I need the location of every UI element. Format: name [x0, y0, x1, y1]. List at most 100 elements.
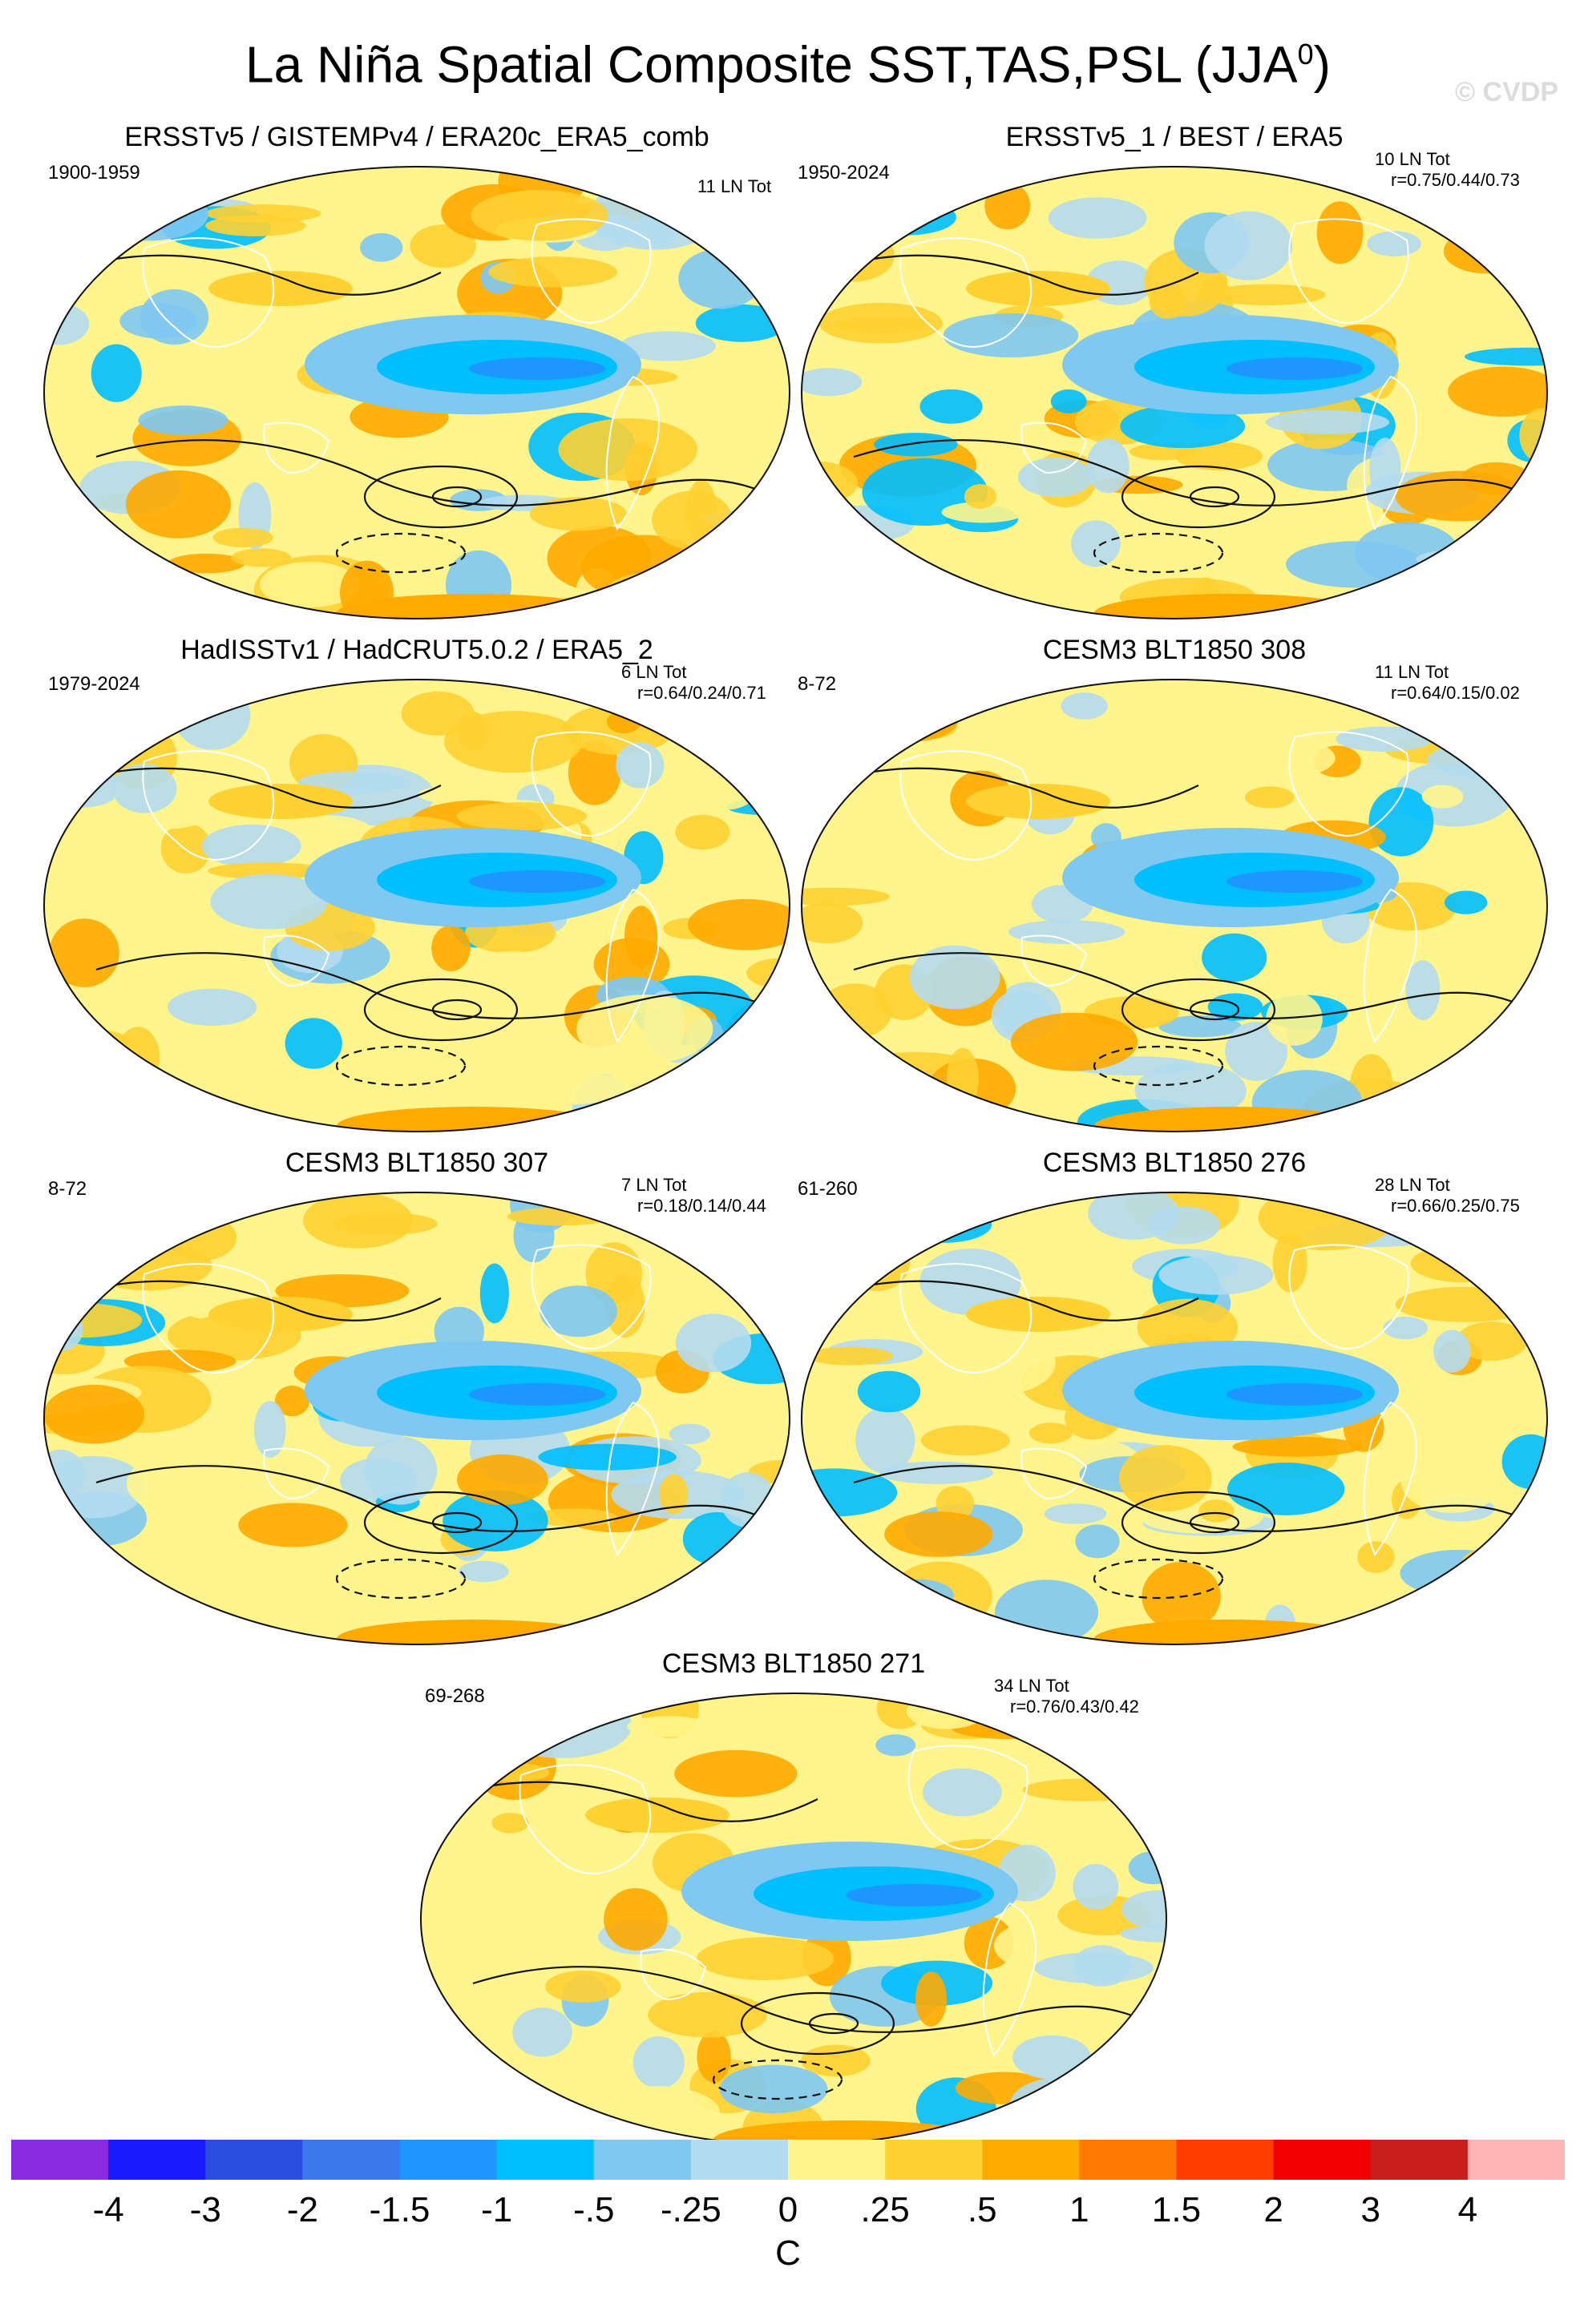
- slp-contour: [1121, 1491, 1276, 1555]
- anomaly-patch: [895, 1206, 992, 1243]
- cvdp-watermark: © CVDP: [1455, 77, 1558, 107]
- anomaly-patch: [1462, 1548, 1516, 1575]
- anomaly-patch: [44, 1385, 145, 1444]
- coastline-australia: [1020, 934, 1088, 987]
- anomaly-patch: [44, 1067, 104, 1090]
- panel-period: 1979-2024: [48, 673, 140, 695]
- anomaly-patch: [471, 190, 608, 241]
- anomaly-patch: [1501, 1434, 1547, 1490]
- map-panel-hadisst-hadcrut: HadISSTv1 / HadCRUT5.0.2 / ERA5_2 1979-2…: [24, 633, 810, 1146]
- anomaly-patch: [1022, 1778, 1149, 1802]
- warm-patch-antarctic: [1094, 594, 1367, 619]
- anomaly-patch: [943, 313, 1079, 358]
- anomaly-patch: [802, 550, 852, 616]
- anomaly-patch: [675, 1313, 752, 1373]
- figure-title: La Niña Spatial Composite SST,TAS,PSL (J…: [0, 22, 1576, 96]
- colorbar-tick-label: -3: [189, 2190, 221, 2229]
- anomaly-patch: [44, 303, 90, 345]
- anomaly-patch: [680, 592, 744, 619]
- anomaly-patch: [1336, 726, 1433, 752]
- anomaly-patch: [568, 740, 621, 805]
- map-border: [801, 1192, 1548, 1645]
- colorbar-swatch: [1467, 2140, 1565, 2180]
- coastline-south-america: [982, 1902, 1037, 2058]
- anomaly-patch: [802, 902, 863, 944]
- anomaly-patch: [695, 304, 788, 342]
- anomaly-patch: [1226, 1463, 1345, 1515]
- anomaly-patch: [604, 1888, 668, 1951]
- anomaly-patch: [431, 925, 471, 972]
- coastline-south-america: [1363, 375, 1417, 531]
- panel-event-count: 11 LN Tot r=0.64/0.15/0.02: [1375, 662, 1520, 704]
- composite-map: [801, 679, 1548, 1132]
- anomaly-patch: [1175, 442, 1263, 471]
- event-count-text: 11 LN Tot: [697, 176, 772, 196]
- composite-map: [420, 1693, 1167, 2146]
- colorbar-tick-label: 0: [778, 2190, 798, 2229]
- anomaly-patch: [576, 995, 713, 1064]
- panel-title: CESM3 BLT1850 308: [1042, 635, 1307, 665]
- anomaly-patch: [44, 1307, 83, 1351]
- coastline-australia: [263, 1447, 330, 1500]
- anomaly-patch: [491, 1693, 632, 1758]
- anomaly-patch: [675, 814, 730, 850]
- anomaly-patch: [1017, 457, 1093, 498]
- anomaly-patch: [231, 548, 292, 567]
- anomaly-patch: [44, 684, 131, 719]
- slp-contour-negative: [1093, 1045, 1224, 1087]
- anomaly-patch: [1265, 410, 1389, 434]
- anomaly-patch: [1433, 1329, 1471, 1373]
- coastline-south-america: [605, 375, 660, 531]
- anomaly-patch: [855, 199, 956, 236]
- anomaly-patch: [1368, 680, 1482, 725]
- anomaly-patch: [238, 1503, 348, 1547]
- anomaly-patch: [1050, 389, 1087, 414]
- panel-period: 61-260: [798, 1178, 858, 1200]
- map-panel-cesm3-308: CESM3 BLT1850 308 8-72 11 LN Tot r=0.64/0…: [782, 633, 1567, 1146]
- anomaly-patch: [1208, 284, 1326, 306]
- panel-title: CESM3 BLT1850 307: [285, 1148, 549, 1178]
- anomaly-patch: [210, 874, 328, 930]
- coastline-asia: [899, 237, 1032, 348]
- anomaly-patch: [1251, 1070, 1363, 1132]
- composite-map: [43, 1192, 790, 1645]
- panel-period: 1950-2024: [798, 162, 890, 184]
- panel-title: CESM3 BLT1850 276: [1042, 1148, 1307, 1178]
- anomaly-patch: [119, 303, 197, 339]
- warm-patch: [208, 784, 353, 819]
- anomaly-patch: [167, 1214, 237, 1261]
- anomaly-patch: [168, 553, 245, 574]
- anomaly-patch: [1088, 1192, 1179, 1240]
- colorbar-swatch: [496, 2140, 595, 2180]
- anomaly-patch: [906, 1694, 986, 1729]
- anomaly-patch: [442, 1490, 548, 1551]
- panel-period: 8-72: [798, 673, 837, 695]
- coastline-asia: [142, 1263, 275, 1374]
- composite-map: [801, 1192, 1548, 1645]
- anomaly-patch: [558, 418, 697, 482]
- anomaly-patch: [212, 527, 273, 547]
- coastline-australia: [1020, 422, 1088, 474]
- colorbar-swatch: [1176, 2140, 1275, 2180]
- slp-contour: [472, 1966, 1163, 2033]
- coastline-north-america: [1288, 218, 1409, 324]
- anomaly-patch: [1367, 231, 1421, 257]
- anomaly-patch: [616, 742, 665, 789]
- anomaly-patch: [500, 1854, 638, 1890]
- panel-title: ERSSTv5_1 / BEST / ERA5: [1005, 122, 1344, 152]
- anomaly-patch: [585, 1242, 643, 1305]
- colorbar-tick-label: -1: [481, 2190, 513, 2229]
- anomaly-patch: [69, 1192, 147, 1238]
- panel-title: CESM3 BLT1850 271: [661, 1648, 926, 1679]
- anomaly-patch: [44, 1027, 131, 1056]
- slp-contour: [1121, 978, 1276, 1042]
- anomaly-patch: [1044, 1503, 1107, 1524]
- warm-patch-antarctic: [1094, 1620, 1367, 1644]
- anomaly-patch: [806, 1346, 893, 1366]
- panel-event-count: 10 LN Tot r=0.75/0.44/0.73: [1375, 149, 1520, 191]
- anomaly-patch: [1134, 1062, 1247, 1120]
- anomaly-patch: [1128, 1851, 1166, 1885]
- slp-contour: [363, 978, 519, 1042]
- slp-contour: [431, 1511, 483, 1534]
- anomaly-patch: [539, 1285, 617, 1338]
